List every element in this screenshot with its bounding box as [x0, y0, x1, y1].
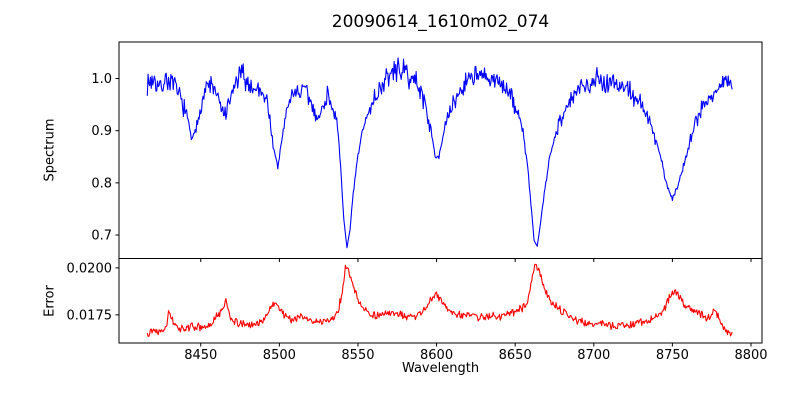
- spectrum-y-tick-label: 0.8: [91, 176, 112, 191]
- figure-title: 20090614_1610m02_074: [331, 12, 550, 32]
- error-line: [146, 263, 733, 337]
- error-y-tick-label: 0.0175: [67, 308, 113, 323]
- spectrum-y-axis-label: Spectrum: [42, 118, 58, 182]
- wavelength-x-axis-label: Wavelength: [401, 361, 480, 376]
- spectrum-y-tick-label: 0.9: [91, 124, 112, 139]
- x-tick-label: 8450: [184, 348, 217, 363]
- x-tick-label: 8750: [656, 348, 689, 363]
- x-tick-label: 8700: [577, 348, 610, 363]
- x-tick-label: 8800: [734, 348, 767, 363]
- x-tick-label: 8550: [341, 348, 374, 363]
- spectrum-y-tick-label: 1.0: [91, 72, 112, 87]
- spectrum-line: [146, 57, 733, 249]
- error-axes-frame: [118, 258, 763, 344]
- error-y-axis-label: Error: [42, 285, 58, 317]
- error-y-tick-label: 0.0200: [67, 261, 113, 276]
- x-tick-label: 8500: [263, 348, 296, 363]
- x-tick-label: 8650: [499, 348, 532, 363]
- spectrum-y-tick-label: 0.7: [91, 229, 112, 244]
- x-tick-label: 8600: [420, 348, 453, 363]
